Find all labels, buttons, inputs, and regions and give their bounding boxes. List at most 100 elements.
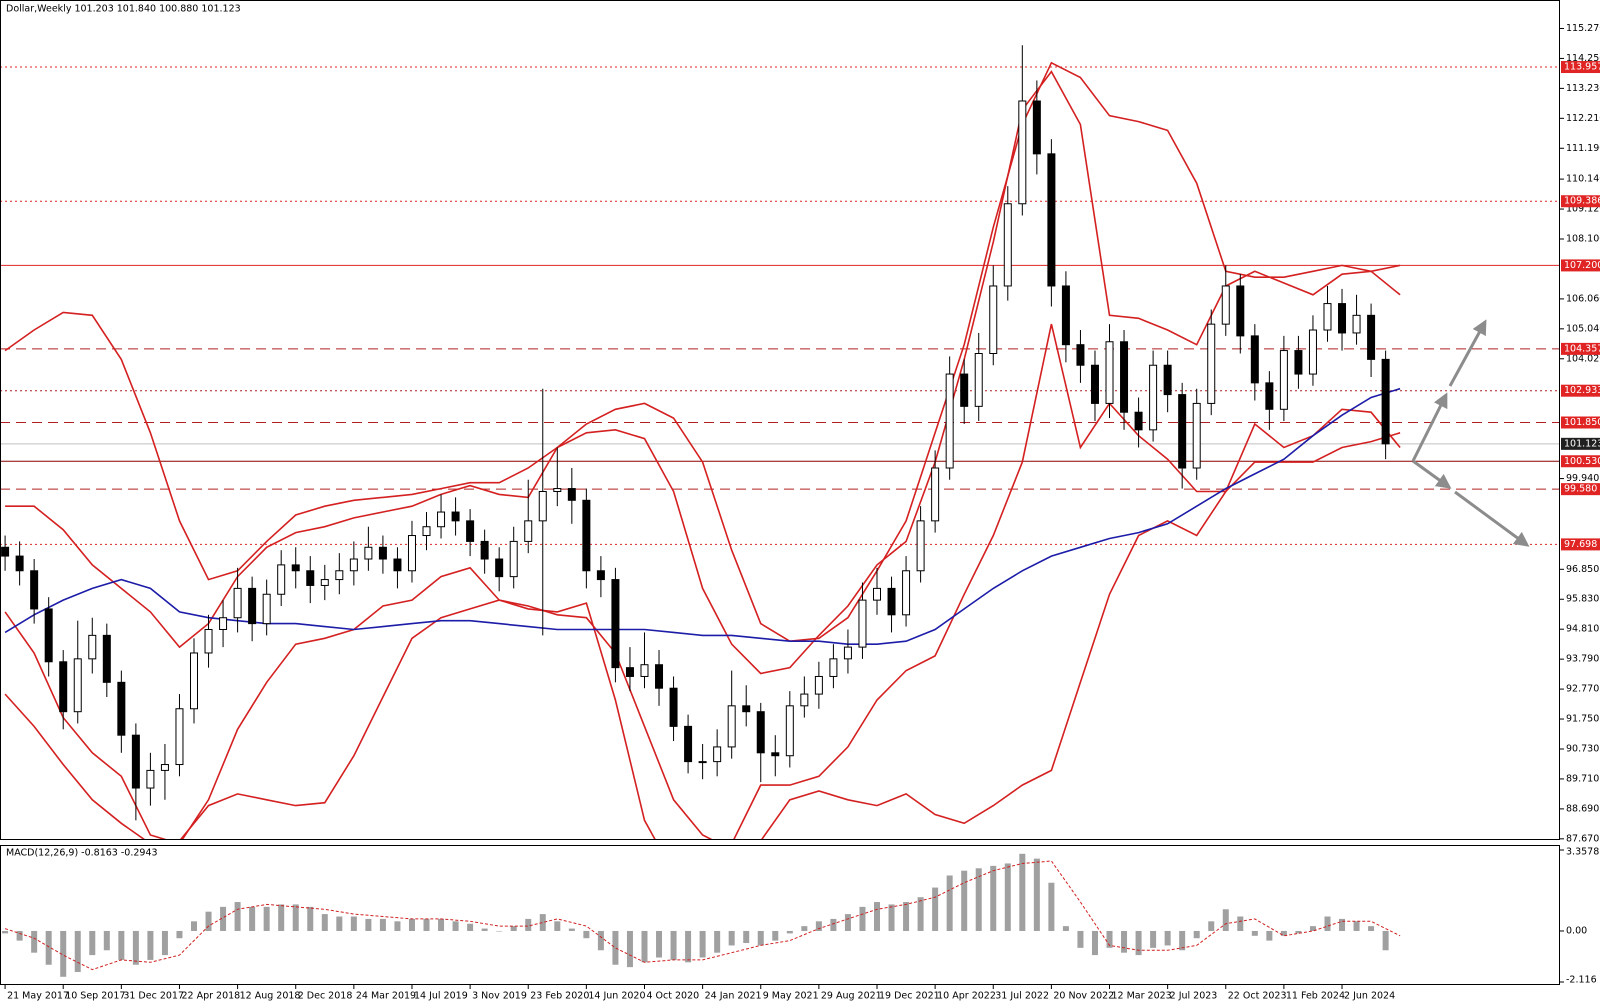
macd-bar [641,930,648,963]
macd-bar [1353,921,1360,931]
macd-bar [103,930,110,951]
x-tick-label: 9 May 2021 [763,991,819,1002]
macd-bar [1179,930,1186,951]
macd-plot [2,853,1401,977]
candle-body [814,675,823,695]
macd-bar [975,868,982,931]
macd-bar [438,918,445,931]
macd-bar [597,930,604,951]
level-label: 104.357 [1564,343,1600,354]
arrow [1411,392,1448,462]
macd-bar [903,902,910,931]
candle-body [1018,100,1027,205]
indicator-line [4,432,1401,839]
macd-bar [379,918,386,931]
x-tick-label: 10 Apr 2022 [937,991,996,1002]
candle-body [233,587,242,619]
level-badge [1561,342,1600,355]
candle-body [1294,350,1303,375]
candle-body [800,693,809,707]
candle-body [451,511,460,522]
level-label: 113.957 [1564,62,1600,73]
macd-bar [888,904,895,931]
candle-body [1323,303,1332,331]
macd-bar [772,930,779,941]
x-tick-label: 31 Dec 2017 [123,991,184,1002]
level-label: 97.698 [1564,539,1597,550]
candle-body [15,555,24,572]
candle-body [393,558,402,572]
macd-bar [16,930,23,941]
macd-bar [1004,863,1011,931]
macd-bar [1222,909,1229,931]
macd-signal [4,860,1401,971]
y-tick-label: 89.710 [1566,773,1599,784]
x-tick-label: 19 Dec 2021 [879,991,940,1002]
main-plot [1,45,1559,839]
macd-bar [278,904,285,931]
macd-bar [481,928,488,931]
macd-bar [932,887,939,931]
macd-bar [1091,930,1098,956]
candle-body [30,570,39,610]
candle-body [858,599,867,648]
candle-body [713,746,722,763]
macd-tick-label: -2.116 [1566,975,1597,986]
macd-bar [220,906,227,931]
candle-body [88,634,97,660]
candle-body [669,687,678,727]
candle-body [655,664,664,689]
candle-body [175,708,184,766]
level-badge [1561,384,1600,397]
x-tick-label: 22 Apr 2018 [181,991,240,1002]
macd-tick-label: 3.3578 [1566,847,1599,858]
candle-body [1090,364,1099,404]
macd-bar [394,921,401,931]
candle-body [873,587,882,601]
macd-bar [757,930,764,946]
y-tick-label: 96.850 [1566,564,1599,575]
candle-body [1076,344,1085,366]
macd-bar [1368,926,1375,931]
macd-bar [685,930,692,963]
macd-bar [408,918,415,931]
level-label: 101.850 [1564,417,1600,428]
candle-body [204,628,213,654]
candle-body [567,488,576,501]
candle-body [902,570,911,616]
macd-bar [1324,916,1331,931]
x-tick-label: 22 Oct 2023 [1228,991,1287,1002]
macd-bar [612,930,619,965]
macd-bar [1382,930,1389,951]
macd-bar [844,914,851,931]
axes: 115.270 114.250 113.230 112.210 111.190 110.1… [4,23,1600,1002]
macd-bar [31,930,38,953]
candle-body [422,526,431,537]
macd-bar [728,930,735,946]
macd-bar [699,930,706,958]
macd-bar [176,930,183,939]
candle-body [756,711,765,754]
candle-body [495,558,504,578]
y-tick-label: 109.120 [1566,204,1600,215]
macd-bar [1339,918,1346,931]
candle-body [611,579,620,669]
macd-bar [1280,930,1287,936]
candle-body [248,587,257,625]
y-tick-label: 94.810 [1566,624,1599,635]
candle-body [364,546,373,560]
y-tick-label: 112.210 [1566,113,1600,124]
candle-body [437,511,446,528]
macd-bar [74,930,81,972]
candle-body [306,570,315,586]
candle-body [727,705,736,748]
level-label: 109.386 [1564,196,1600,207]
level-badge [1561,195,1600,208]
main-panel [0,0,1560,840]
macd-bar [583,930,590,939]
level-label: 99.580 [1564,484,1597,495]
candle-body [974,352,983,407]
macd-bar [249,906,256,931]
macd-bar [743,930,750,944]
